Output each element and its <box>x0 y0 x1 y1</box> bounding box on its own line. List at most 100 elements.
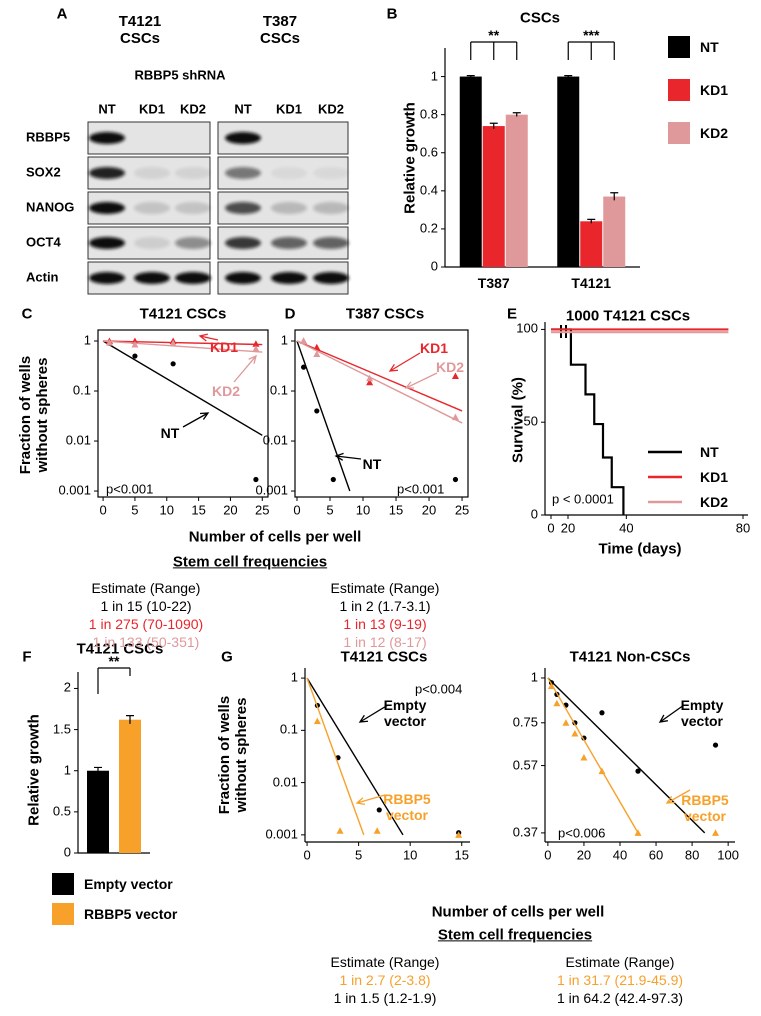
series-label: RBBP5 vector <box>681 791 729 824</box>
lane-label: KD1 <box>138 101 166 117</box>
x-tick-label: 20 <box>576 847 592 863</box>
x-tick-label: 40 <box>612 847 628 863</box>
x-tick-label: 5 <box>326 502 334 518</box>
data-point <box>571 730 579 737</box>
y-tick-label: 1 <box>290 669 298 685</box>
blot-band <box>134 272 170 284</box>
p-value: p<0.006 <box>558 825 606 841</box>
data-point <box>452 476 459 483</box>
bar <box>580 221 603 267</box>
annotation-arrow <box>198 333 219 342</box>
y-tick-label: 0.01 <box>65 432 91 448</box>
legend-swatch <box>668 122 690 144</box>
y-tick-label: 100 <box>516 320 538 336</box>
data-point <box>131 341 139 348</box>
column-header: Estimate (Range) <box>91 579 201 596</box>
y-tick-label: 0.6 <box>419 144 438 160</box>
data-point <box>376 807 382 813</box>
frequency-estimate: 1 in 275 (70-1090) <box>88 615 204 632</box>
y-tick-label: 0.001 <box>58 482 91 498</box>
legend-swatch <box>668 79 690 101</box>
bar <box>87 770 109 853</box>
protein-label: NANOG <box>26 199 75 215</box>
legend-swatch <box>52 903 74 925</box>
fit-line <box>296 340 463 412</box>
annotation-arrow <box>404 372 438 389</box>
x-tick-label: 15 <box>191 502 206 518</box>
data-point <box>313 350 321 357</box>
data-point <box>366 374 374 382</box>
data-point <box>547 682 555 689</box>
p-value: p<0.001 <box>397 481 445 497</box>
data-point <box>366 378 374 386</box>
x-tick-label: 20 <box>421 502 437 518</box>
legend-label: Empty vector <box>84 875 173 892</box>
y-tick-label: 0.1 <box>279 721 298 737</box>
y-tick-label: 0.5 <box>52 803 71 819</box>
x-tick-label: 15 <box>388 502 404 518</box>
p-value: p < 0.0001 <box>552 491 614 507</box>
frequency-estimate: 1 in 15 (10-22) <box>100 597 192 614</box>
y-tick-label: 0 <box>530 506 538 522</box>
protein-label: RBBP5 <box>26 129 71 145</box>
blot-band <box>313 202 349 214</box>
y-tick-label: 0 <box>430 258 438 274</box>
annotation-arrow <box>665 789 691 804</box>
data-point <box>170 361 176 367</box>
fit-line <box>102 340 263 436</box>
y-tick-label: 1.5 <box>52 721 71 737</box>
chart-title: 1000 T4121 CSCs <box>565 307 691 325</box>
blot-band <box>225 272 261 284</box>
data-point <box>131 337 139 345</box>
panel-label: A <box>56 5 68 23</box>
data-point <box>253 476 259 483</box>
data-point <box>455 831 463 838</box>
error-bar <box>564 75 573 78</box>
x-tick-label: 10 <box>402 847 418 863</box>
y-tick-label: 0.1 <box>72 382 91 398</box>
annotation-arrow <box>355 794 386 806</box>
blot-band <box>134 167 170 179</box>
x-tick-label: 0 <box>303 847 311 863</box>
x-tick-label: 0 <box>547 520 555 536</box>
x-tick-label: 0 <box>99 502 107 518</box>
data-point <box>252 340 260 347</box>
blot-band <box>89 167 125 179</box>
survival-line <box>551 328 625 515</box>
blot-band <box>271 272 307 284</box>
frequency-estimate: 1 in 64.2 (42.4-97.3) <box>556 989 684 1006</box>
data-point <box>336 827 344 834</box>
blot-band <box>271 237 307 249</box>
protein-label: SOX2 <box>26 164 61 180</box>
y-tick-label: 1 <box>63 762 71 778</box>
y-tick-label: 50 <box>523 413 538 429</box>
series-label: KD1 <box>419 339 449 356</box>
p-value: p<0.001 <box>106 481 154 497</box>
bar <box>557 76 580 267</box>
data-point <box>562 719 570 726</box>
significance-bracket <box>567 41 615 60</box>
data-point <box>451 372 459 379</box>
x-tick-label: 20 <box>560 520 576 536</box>
x-tick-label: 20 <box>223 502 238 518</box>
fit-line <box>103 340 263 353</box>
y-tick-label: 0.37 <box>512 824 538 840</box>
blot-band <box>89 202 125 214</box>
y-tick-label: 0.01 <box>272 774 298 790</box>
y-tick-label: 0.001 <box>255 482 288 498</box>
column-header: Estimate (Range) <box>330 953 440 970</box>
protein-label: Actin <box>26 269 59 285</box>
y-tick-label: 1 <box>530 669 538 685</box>
y-tick-label: 0 <box>63 844 71 860</box>
error-bar <box>512 112 521 117</box>
fit-line <box>103 340 263 346</box>
legend-label: KD2 <box>700 124 729 141</box>
blot-band <box>175 202 211 214</box>
series-label: KD1 <box>209 338 239 355</box>
frequency-estimate: 1 in 1.5 (1.2-1.9) <box>333 989 437 1006</box>
y-axis-label: Fraction of wells without spheres <box>16 355 51 475</box>
x-tick-label: 10 <box>159 502 174 518</box>
fit-line <box>547 677 639 834</box>
y-axis-label: Relative growth <box>25 714 43 826</box>
